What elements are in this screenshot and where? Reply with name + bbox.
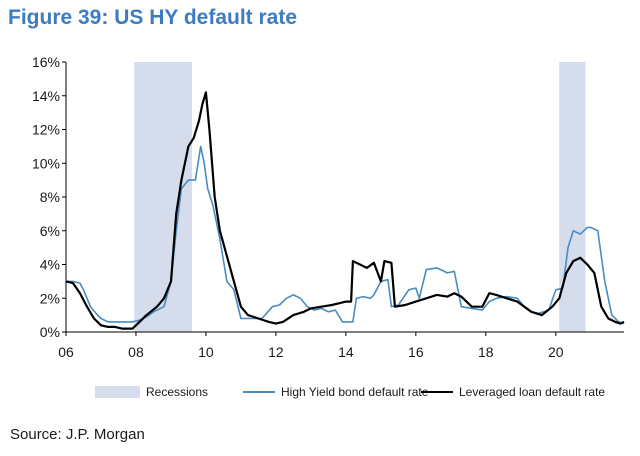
default-rate-chart: 0% 2% 4% 6% 8% 10% 12% 14% 16% 06 08 10 12 14 16 18 20 (32, 54, 625, 360)
legend-label-leveraged-loan: Leveraged loan default rate (459, 385, 606, 399)
y-tick-label: 14% (32, 88, 60, 104)
x-tick-label: 20 (548, 344, 564, 360)
y-tick-label: 10% (32, 155, 60, 171)
x-tick-label: 10 (198, 344, 214, 360)
legend-item-leveraged-loan: Leveraged loan default rate (421, 383, 605, 401)
legend-label-recessions: Recessions (146, 385, 209, 399)
y-tick-label: 2% (40, 290, 60, 306)
y-tick-label: 4% (40, 257, 60, 273)
legend-swatch-recessions (95, 386, 140, 398)
y-tick-label: 8% (40, 189, 60, 205)
x-tick-label: 06 (58, 344, 74, 360)
x-tick-label: 16 (408, 344, 424, 360)
source-note: Source: J.P. Morgan (10, 426, 145, 443)
series-line-leveraged-loan (65, 91, 625, 330)
x-tick-label: 12 (268, 344, 284, 360)
legend-label-hy-bond: High Yield bond default rate (281, 385, 429, 399)
recession-band-0 (134, 62, 192, 332)
x-tick-label: 18 (478, 344, 494, 360)
chart-legend: Recessions High Yield bond default rate … (95, 383, 605, 401)
y-tick-label: 6% (40, 223, 60, 239)
y-tick-label: 0% (40, 324, 60, 340)
legend-item-hy-bond: High Yield bond default rate (243, 383, 428, 401)
x-tick-label: 08 (128, 344, 144, 360)
y-tick-label: 12% (32, 122, 60, 138)
legend-swatch-hy-bond (243, 391, 275, 393)
x-tick-label: 14 (338, 344, 354, 360)
legend-swatch-leveraged-loan (421, 391, 453, 393)
recession-band-1 (559, 62, 586, 332)
legend-item-recessions: Recessions (95, 383, 208, 401)
y-tick-label: 16% (32, 54, 60, 70)
figure-title: Figure 39: US HY default rate (8, 6, 298, 29)
